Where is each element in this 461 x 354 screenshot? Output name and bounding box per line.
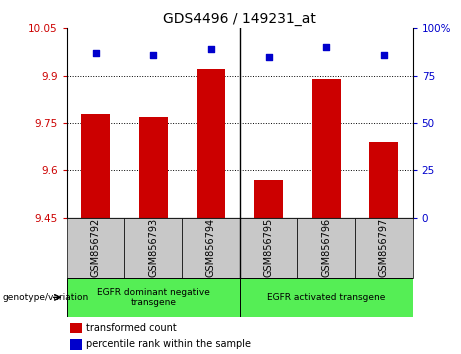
Text: genotype/variation: genotype/variation <box>2 293 89 302</box>
Point <box>322 45 330 50</box>
Text: GSM856794: GSM856794 <box>206 218 216 278</box>
Title: GDS4496 / 149231_at: GDS4496 / 149231_at <box>163 12 316 26</box>
Text: GSM856793: GSM856793 <box>148 218 158 278</box>
Bar <box>81 114 110 218</box>
Text: EGFR activated transgene: EGFR activated transgene <box>267 293 385 302</box>
Text: transformed count: transformed count <box>86 323 177 333</box>
Point <box>380 52 387 58</box>
Text: GSM856795: GSM856795 <box>264 218 273 278</box>
Bar <box>312 79 341 218</box>
Bar <box>182 218 240 278</box>
Bar <box>70 322 83 333</box>
Bar <box>70 339 83 349</box>
Text: GSM856797: GSM856797 <box>379 218 389 278</box>
Bar <box>240 218 297 278</box>
Bar <box>67 218 124 278</box>
Text: GSM856792: GSM856792 <box>91 218 100 278</box>
Text: GSM856796: GSM856796 <box>321 218 331 278</box>
Point <box>92 50 99 56</box>
Bar <box>369 142 398 218</box>
Point <box>207 46 214 52</box>
Bar <box>240 278 413 317</box>
Text: percentile rank within the sample: percentile rank within the sample <box>86 339 251 349</box>
Bar <box>297 218 355 278</box>
Bar <box>196 69 225 218</box>
Bar <box>139 117 168 218</box>
Bar <box>355 218 413 278</box>
Point <box>265 54 272 59</box>
Bar <box>67 278 240 317</box>
Point <box>149 52 157 58</box>
Text: EGFR dominant negative
transgene: EGFR dominant negative transgene <box>97 288 210 307</box>
Bar <box>124 218 182 278</box>
Bar <box>254 180 283 218</box>
